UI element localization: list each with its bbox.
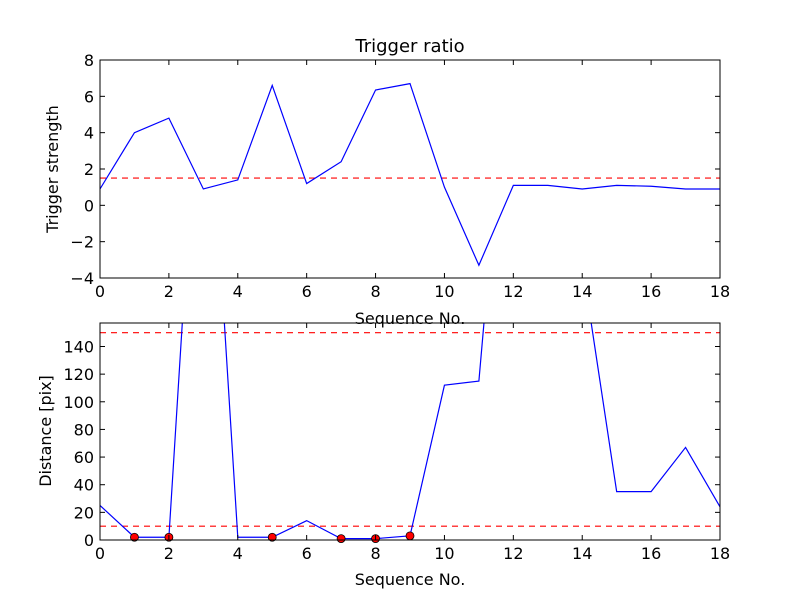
bottom-y-tick-label: 20 (74, 503, 94, 522)
bottom-x-axis-label: Sequence No. (355, 570, 466, 589)
top-x-tick-label: 8 (370, 282, 380, 301)
bottom-y-axis-label: Distance [pix] (36, 375, 55, 487)
top-x-tick-label: 4 (233, 282, 243, 301)
top-x-tick-label: 14 (572, 282, 592, 301)
top-x-tick-label: 2 (164, 282, 174, 301)
top-y-tick-label: −2 (70, 233, 94, 252)
bottom-data-marker (336, 534, 346, 544)
bottom-data-marker (130, 532, 139, 542)
top-y-axis-label: Trigger strength (43, 105, 62, 234)
top-series-line (100, 82, 720, 267)
bottom-x-tick-label: 4 (233, 544, 243, 563)
bottom-y-tick-label: 120 (63, 365, 94, 384)
bottom-x-tick-label: 14 (572, 544, 592, 563)
top-x-tick-label: 16 (641, 282, 661, 301)
top-y-tick-label: −4 (70, 269, 94, 288)
bottom-y-tick-label: 0 (84, 531, 94, 550)
top-ticks: 0 2 4 6 8 10 12 14 16 18 −4 −2 0 2 4 6 8 (70, 51, 730, 301)
bottom-data-marker (405, 531, 415, 541)
bottom-axes: 0 2 4 6 8 10 12 14 16 18 0 20 40 60 80 100 120 140 Sequen… (36, 322, 730, 589)
bottom-x-tick-label: 12 (503, 544, 523, 563)
top-y-tick-label: 0 (84, 196, 94, 215)
top-x-axis-label: Sequence No. (355, 309, 466, 328)
bottom-y-tick-label: 140 (63, 337, 94, 356)
top-x-tick-label: 10 (434, 282, 454, 301)
bottom-x-tick-label: 8 (370, 544, 380, 563)
bottom-y-tick-label: 40 (74, 476, 94, 495)
top-x-tick-label: 0 (95, 282, 105, 301)
top-y-tick-label: 6 (84, 87, 94, 106)
top-y-tick-label: 8 (84, 51, 94, 70)
bottom-x-tick-label: 0 (95, 544, 105, 563)
top-x-tick-label: 6 (302, 282, 312, 301)
bottom-y-tick-label: 60 (74, 448, 94, 467)
top-plot-area (100, 82, 720, 267)
bottom-y-tick-label: 100 (63, 393, 94, 412)
top-y-tick-label: 2 (84, 160, 94, 179)
chart-title: Trigger ratio (354, 36, 464, 57)
bottom-x-tick-label: 2 (164, 544, 174, 563)
bottom-y-tick-label: 80 (74, 420, 94, 439)
bottom-x-tick-label: 6 (302, 544, 312, 563)
bottom-ticks: 0 2 4 6 8 10 12 14 16 18 0 20 40 60 80 100 120 140 (63, 323, 730, 563)
bottom-x-tick-label: 16 (641, 544, 661, 563)
bottom-x-tick-label: 18 (710, 544, 730, 563)
top-x-tick-label: 12 (503, 282, 523, 301)
bottom-data-marker (267, 532, 277, 542)
top-y-tick-label: 4 (84, 124, 94, 143)
bottom-axes-frame (99, 322, 721, 541)
top-axes: Trigger ratio 0 2 4 6 8 10 12 14 16 18 −4 −2 0 2 4 6 8 S… (43, 36, 730, 328)
bottom-x-tick-label: 10 (434, 544, 454, 563)
top-x-tick-label: 18 (710, 282, 730, 301)
